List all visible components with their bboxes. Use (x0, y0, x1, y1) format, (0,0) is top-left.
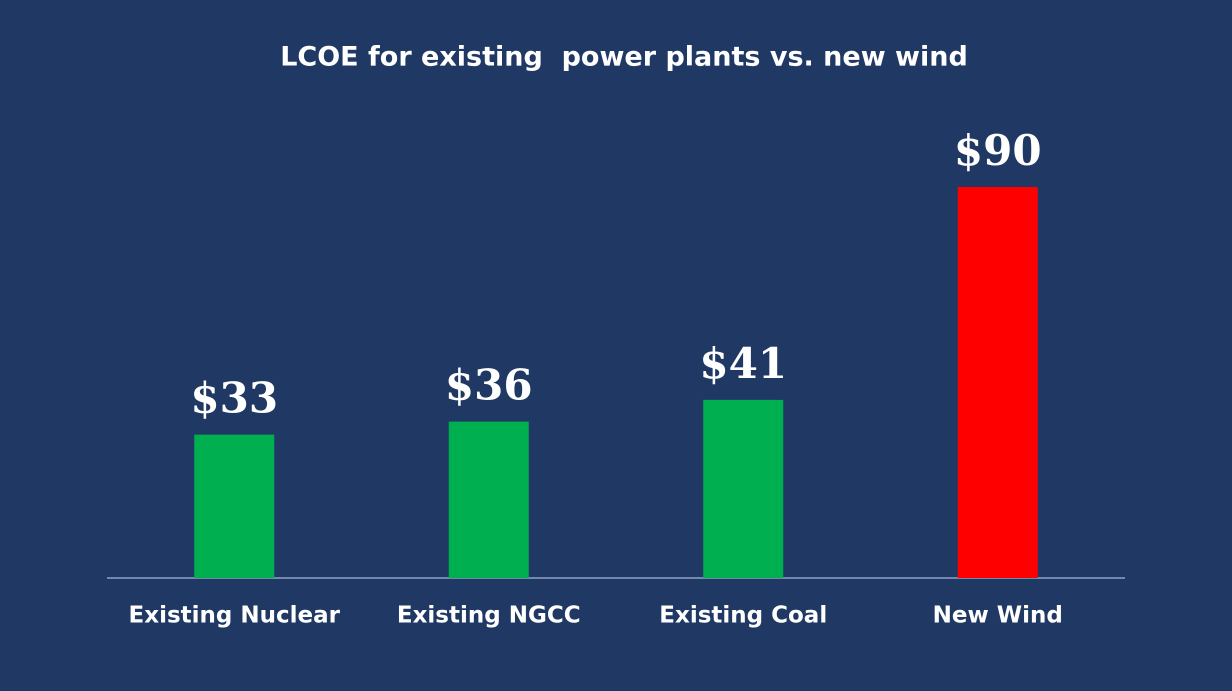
value-label: $33 (190, 374, 278, 423)
value-label: $36 (445, 361, 533, 410)
x-tick-label: Existing NGCC (397, 603, 581, 629)
bar (703, 399, 784, 578)
x-tick-label: Existing Coal (659, 603, 827, 629)
x-tick-label: New Wind (933, 603, 1063, 629)
bar (448, 421, 529, 578)
chart-title: LCOE for existing power plants vs. new w… (280, 42, 968, 73)
bar (194, 434, 275, 578)
value-label: $41 (699, 339, 787, 388)
x-tick-label: Existing Nuclear (129, 603, 341, 629)
bar (957, 187, 1038, 578)
value-label: $90 (954, 126, 1042, 175)
